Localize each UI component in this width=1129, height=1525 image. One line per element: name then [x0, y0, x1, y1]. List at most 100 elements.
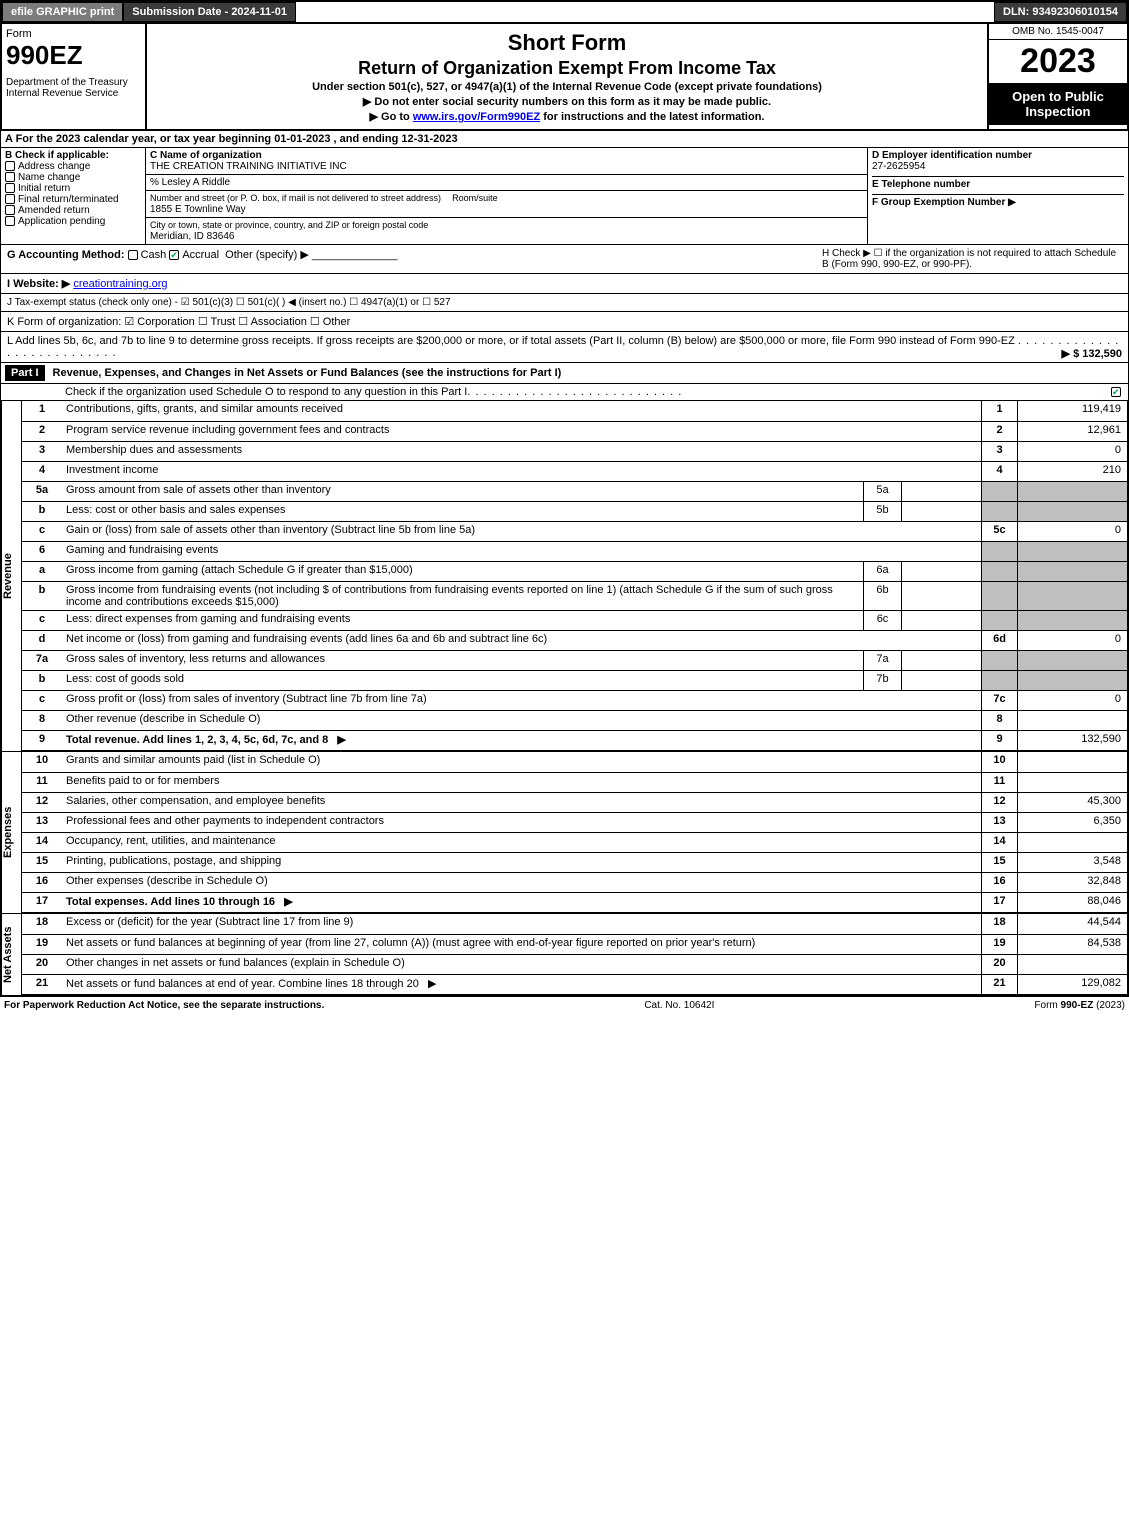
line-3-value: 0: [1017, 442, 1127, 461]
accrual-checkbox[interactable]: [169, 250, 179, 260]
check-application-pending[interactable]: [5, 216, 15, 226]
line-8-num: 8: [22, 711, 62, 730]
section-k: K Form of organization: ☑ Corporation ☐ …: [0, 312, 1129, 332]
street-address: 1855 E Townline Way: [150, 204, 246, 215]
line-9-num: 9: [22, 731, 62, 750]
line-b-innum: 7b: [863, 671, 901, 690]
line-20-num: 20: [22, 955, 62, 974]
cat-number: Cat. No. 10642I: [644, 1000, 714, 1011]
dept-label: Department of the Treasury Internal Reve…: [6, 77, 141, 99]
line-c-rnum: 5c: [981, 522, 1017, 541]
care-of: % Lesley A Riddle: [146, 175, 867, 191]
line-9-value: 132,590: [1017, 731, 1127, 750]
line-9-rnum: 9: [981, 731, 1017, 750]
line-13-rnum: 13: [981, 813, 1017, 832]
irs-link[interactable]: www.irs.gov/Form990EZ: [413, 111, 540, 123]
line-c-desc: Gain or (loss) from sale of assets other…: [62, 522, 981, 541]
line-a-num: a: [22, 562, 62, 581]
line-21-desc: Net assets or fund balances at end of ye…: [62, 975, 981, 994]
line-21-value: 129,082: [1017, 975, 1127, 994]
line-18-desc: Excess or (deficit) for the year (Subtra…: [62, 914, 981, 934]
city-state-zip: Meridian, ID 83646: [150, 231, 235, 242]
website-link[interactable]: creationtraining.org: [73, 278, 167, 290]
line-d-value: 0: [1017, 631, 1127, 650]
line-10-value: [1017, 752, 1127, 772]
line-c-desc: Gross profit or (loss) from sales of inv…: [62, 691, 981, 710]
check-final-return/terminated[interactable]: [5, 194, 15, 204]
section-l: L Add lines 5b, 6c, and 7b to line 9 to …: [0, 332, 1129, 363]
line-18-value: 44,544: [1017, 914, 1127, 934]
section-c: C Name of organizationTHE CREATION TRAIN…: [146, 148, 868, 244]
line-c-value: 0: [1017, 691, 1127, 710]
line-9-desc: Total revenue. Add lines 1, 2, 3, 4, 5c,…: [62, 731, 981, 750]
efile-print-button[interactable]: efile GRAPHIC print: [2, 2, 123, 22]
page-footer: For Paperwork Reduction Act Notice, see …: [0, 996, 1129, 1014]
line-b-inval: [901, 502, 981, 521]
line-c-desc: Less: direct expenses from gaming and fu…: [62, 611, 863, 630]
line-7a-inval: [901, 651, 981, 670]
section-bcd: B Check if applicable: Address changeNam…: [0, 148, 1129, 245]
check-address-change[interactable]: [5, 161, 15, 171]
check-name-change[interactable]: [5, 172, 15, 182]
gross-receipts: ▶ $ 132,590: [1062, 347, 1122, 360]
form-number: 990EZ: [6, 40, 141, 71]
line-1-num: 1: [22, 401, 62, 421]
line-1-value: 119,419: [1017, 401, 1127, 421]
line-6-desc: Gaming and fundraising events: [62, 542, 981, 561]
line-16-desc: Other expenses (describe in Schedule O): [62, 873, 981, 892]
line-20-value: [1017, 955, 1127, 974]
top-bar: efile GRAPHIC print Submission Date - 20…: [0, 0, 1129, 24]
line-3-num: 3: [22, 442, 62, 461]
expenses-section: Expenses 10Grants and similar amounts pa…: [0, 752, 1129, 914]
expenses-label: Expenses: [1, 752, 21, 913]
part-1-header: Part I Revenue, Expenses, and Changes in…: [0, 363, 1129, 384]
line-5a-innum: 5a: [863, 482, 901, 501]
line-7a-num: 7a: [22, 651, 62, 670]
line-11-desc: Benefits paid to or for members: [62, 773, 981, 792]
line-1-rnum: 1: [981, 401, 1017, 421]
line-6-num: 6: [22, 542, 62, 561]
line-2-value: 12,961: [1017, 422, 1127, 441]
line-13-value: 6,350: [1017, 813, 1127, 832]
line-17-rnum: 17: [981, 893, 1017, 912]
check-initial-return[interactable]: [5, 183, 15, 193]
schedule-o-checkbox[interactable]: [1111, 387, 1121, 397]
line-b-num: b: [22, 671, 62, 690]
line-b-num: b: [22, 502, 62, 521]
check-amended-return[interactable]: [5, 205, 15, 215]
line-5a-inval: [901, 482, 981, 501]
line-13-desc: Professional fees and other payments to …: [62, 813, 981, 832]
header-left: Form 990EZ Department of the Treasury In…: [2, 24, 147, 129]
line-7a-innum: 7a: [863, 651, 901, 670]
revenue-label: Revenue: [1, 401, 21, 751]
dln-label: DLN: 93492306010154: [994, 2, 1127, 22]
line-17-value: 88,046: [1017, 893, 1127, 912]
line-12-rnum: 12: [981, 793, 1017, 812]
line-14-value: [1017, 833, 1127, 852]
line-15-rnum: 15: [981, 853, 1017, 872]
line-b-desc: Less: cost of goods sold: [62, 671, 863, 690]
form-title-2: Return of Organization Exempt From Incom…: [155, 58, 979, 79]
line-15-desc: Printing, publications, postage, and shi…: [62, 853, 981, 872]
line-d-num: d: [22, 631, 62, 650]
line-2-desc: Program service revenue including govern…: [62, 422, 981, 441]
ein-value: 27-2625954: [872, 161, 1124, 172]
tax-year: 2023: [989, 40, 1127, 83]
line-5a-desc: Gross amount from sale of assets other t…: [62, 482, 863, 501]
line-21-rnum: 21: [981, 975, 1017, 994]
org-name: THE CREATION TRAINING INITIATIVE INC: [150, 161, 347, 172]
line-8-rnum: 8: [981, 711, 1017, 730]
line-8-desc: Other revenue (describe in Schedule O): [62, 711, 981, 730]
line-c-num: c: [22, 522, 62, 541]
line-8-value: [1017, 711, 1127, 730]
line-17-desc: Total expenses. Add lines 10 through 16 …: [62, 893, 981, 912]
line-2-rnum: 2: [981, 422, 1017, 441]
omb-number: OMB No. 1545-0047: [989, 24, 1127, 40]
section-a: A For the 2023 calendar year, or tax yea…: [0, 131, 1129, 148]
line-c-rnum: 7c: [981, 691, 1017, 710]
cash-checkbox[interactable]: [128, 250, 138, 260]
line-15-value: 3,548: [1017, 853, 1127, 872]
line-11-value: [1017, 773, 1127, 792]
line-10-num: 10: [22, 752, 62, 772]
line-a-innum: 6a: [863, 562, 901, 581]
